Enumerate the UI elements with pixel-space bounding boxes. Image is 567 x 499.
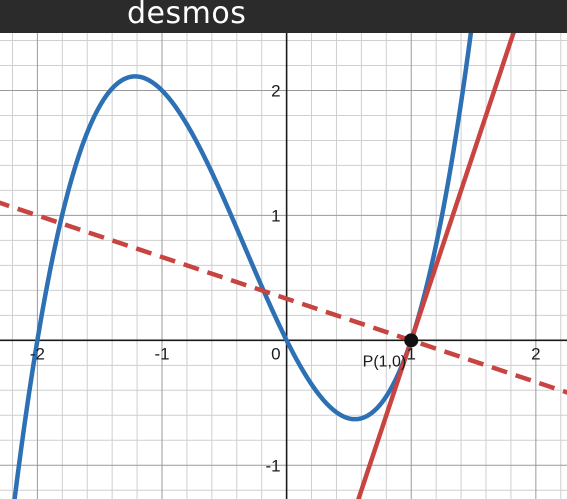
y-tick-label: 1 <box>271 206 280 225</box>
cubic-curve <box>12 33 474 499</box>
graph-canvas[interactable]: P(1,0) -2 -1 1 2 1 2 -1 0 <box>0 33 567 499</box>
axes <box>0 33 567 499</box>
x-tick-label: -2 <box>30 344 45 363</box>
x-tick-label: 2 <box>531 344 540 363</box>
origin-label: 0 <box>271 344 280 363</box>
desmos-logo: desmos <box>127 0 247 31</box>
major-gridlines <box>0 33 567 499</box>
normal-line-dashed <box>0 200 567 395</box>
point-p-label: P(1,0) <box>363 353 407 370</box>
plot-marks <box>0 33 567 499</box>
x-tick-label: -1 <box>154 344 169 363</box>
app-header: desmos <box>0 0 567 33</box>
point-p <box>404 333 419 348</box>
y-tick-label: 2 <box>271 81 280 100</box>
tick-labels: P(1,0) -2 -1 1 2 1 2 -1 0 <box>30 81 541 475</box>
minor-gridlines <box>0 33 567 499</box>
tangent-line <box>356 33 516 499</box>
x-tick-label: 1 <box>406 344 415 363</box>
y-tick-label: -1 <box>265 456 280 475</box>
